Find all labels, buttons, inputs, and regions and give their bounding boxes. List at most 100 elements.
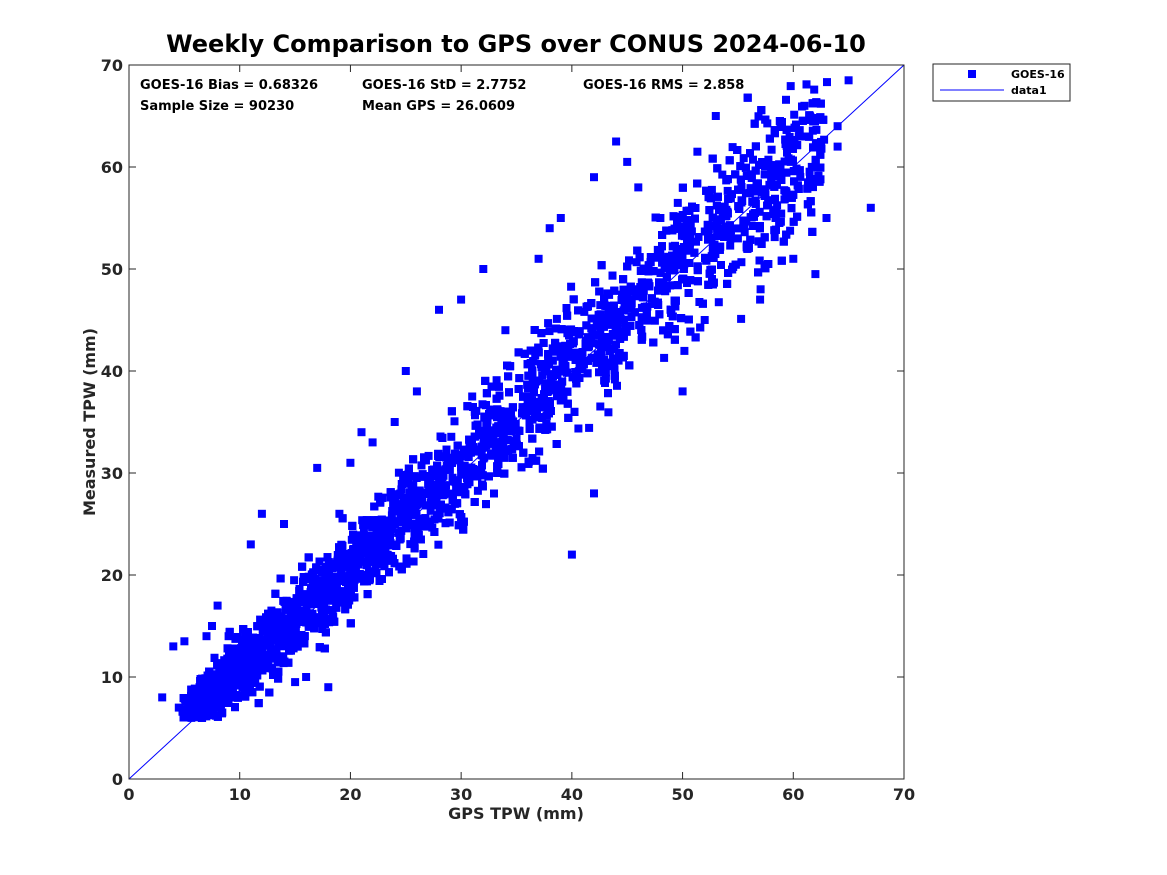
cloud-point — [774, 165, 783, 173]
cloud-point — [318, 609, 327, 618]
cloud-point — [426, 506, 435, 515]
cloud-point — [524, 457, 533, 466]
cloud-point — [626, 282, 635, 291]
cloud-point — [739, 216, 748, 225]
cloud-point — [665, 322, 674, 331]
cloud-point — [484, 472, 493, 481]
cloud-point — [619, 306, 628, 315]
cloud-point — [255, 635, 264, 643]
cloud-point — [370, 502, 379, 511]
cloud-point — [552, 314, 561, 323]
cloud-point — [441, 465, 450, 474]
cloud-point — [344, 600, 352, 609]
cloud-point — [731, 260, 740, 269]
cloud-point — [469, 403, 477, 411]
cloud-point — [610, 286, 619, 295]
cloud-point — [782, 95, 790, 104]
cloud-point — [274, 674, 283, 683]
cloud-point — [692, 237, 700, 246]
cloud-point — [592, 358, 601, 367]
cloud-point — [438, 433, 447, 442]
cloud-point — [381, 543, 390, 551]
cloud-point — [631, 286, 639, 295]
cloud-point — [599, 343, 608, 352]
cloud-point — [708, 222, 717, 230]
cloud-point — [542, 420, 551, 428]
cloud-point — [611, 310, 620, 319]
cloud-point — [537, 363, 546, 372]
cloud-point — [492, 376, 501, 385]
cloud-point — [819, 115, 828, 124]
cloud-point — [637, 335, 646, 344]
cloud-point — [602, 302, 611, 310]
cloud-point — [604, 389, 612, 398]
cloud-point — [403, 470, 412, 479]
cloud-point — [253, 622, 262, 631]
cloud-point — [607, 320, 616, 329]
cloud-point — [792, 120, 800, 129]
cloud-point — [407, 510, 416, 519]
cloud-point — [683, 218, 692, 227]
cloud-point — [708, 249, 717, 257]
cloud-point — [273, 658, 282, 667]
cloud-point — [478, 461, 486, 470]
cloud-point — [205, 675, 214, 683]
cloud-point — [421, 488, 430, 497]
cloud-point — [346, 619, 355, 628]
cloud-point — [508, 453, 517, 462]
cloud-point — [503, 436, 512, 445]
cloud-point — [493, 413, 502, 422]
cloud-point — [350, 575, 359, 584]
cloud-point — [556, 396, 565, 405]
cloud-point — [394, 507, 402, 516]
cloud-point — [290, 576, 299, 585]
cloud-point — [755, 207, 764, 216]
cloud-point — [639, 264, 648, 273]
cloud-point — [272, 645, 281, 654]
cloud-point — [473, 486, 482, 495]
cloud-point — [637, 313, 646, 322]
cloud-point — [596, 301, 605, 310]
cloud-point — [428, 523, 437, 532]
cloud-point — [545, 327, 554, 336]
cloud-point — [482, 389, 491, 398]
cloud-point — [565, 331, 573, 340]
cloud-point — [807, 208, 816, 217]
cloud-point — [643, 316, 652, 325]
cloud-point — [399, 475, 408, 483]
cloud-point — [600, 294, 609, 303]
cloud-point — [775, 160, 784, 169]
cloud-point — [726, 234, 735, 243]
cloud-point — [574, 330, 583, 339]
cloud-point — [701, 253, 709, 262]
cloud-point — [373, 517, 382, 526]
cloud-point — [388, 507, 397, 515]
cloud-point — [775, 117, 784, 126]
cloud-point — [460, 445, 469, 454]
cloud-point — [273, 633, 282, 641]
cloud-point — [678, 252, 687, 261]
cloud-point — [469, 469, 478, 478]
cloud-point — [218, 661, 227, 670]
cloud-point — [471, 421, 480, 430]
cloud-point — [688, 202, 696, 211]
cloud-point — [698, 299, 707, 308]
cloud-point — [544, 356, 553, 365]
cloud-point — [749, 210, 758, 219]
cloud-point — [430, 487, 438, 496]
cloud-point — [291, 610, 300, 619]
cloud-point — [557, 380, 566, 389]
cloud-point — [275, 614, 284, 623]
cloud-point — [335, 543, 344, 552]
cloud-point — [708, 154, 717, 163]
cloud-point — [601, 365, 609, 374]
cloud-point — [505, 388, 513, 397]
cloud-point — [448, 473, 457, 482]
cloud-point — [363, 590, 372, 599]
cloud-point — [286, 628, 295, 637]
cloud-point — [616, 334, 625, 343]
cloud-point — [535, 447, 544, 456]
cloud-point — [691, 333, 700, 342]
cloud-point — [661, 287, 670, 296]
cloud-point — [359, 525, 368, 534]
